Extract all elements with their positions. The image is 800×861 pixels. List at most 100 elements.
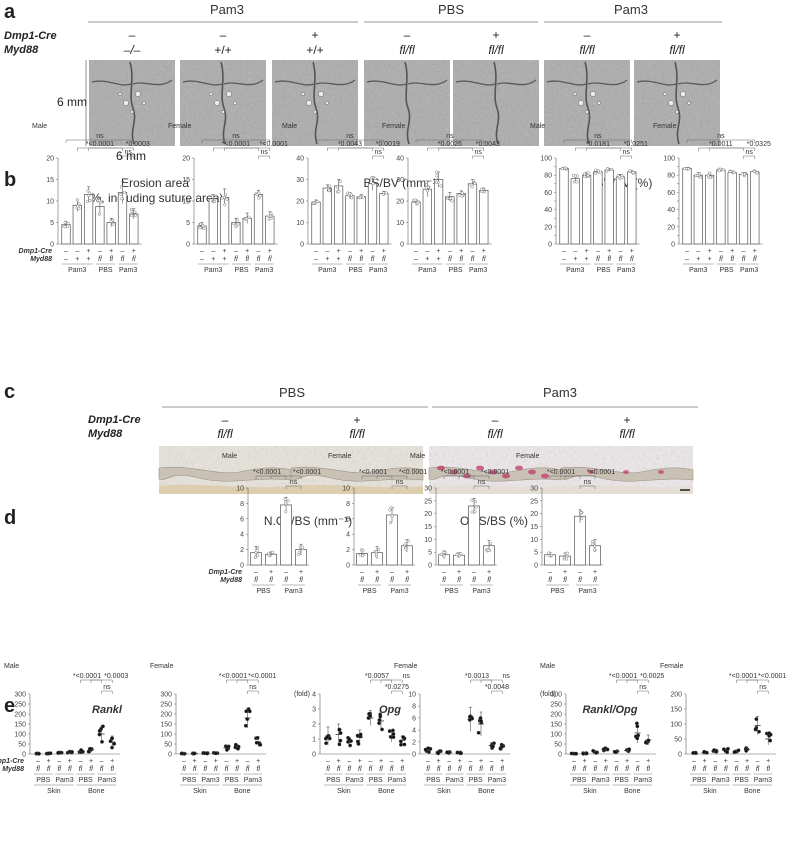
myd88-value: fl: [607, 256, 611, 263]
myd88-value: fl: [193, 766, 197, 773]
data-point: [404, 547, 408, 551]
sig-bracket: [236, 679, 259, 683]
data-point: [401, 735, 406, 739]
erosion-pit: [313, 110, 317, 114]
myd88-value: fl: [713, 766, 717, 773]
data-point: [436, 751, 441, 756]
coronal-suture-left: [274, 80, 315, 86]
super-group-label: Skin: [583, 788, 597, 795]
erosion-pit: [306, 100, 312, 106]
row-label-cre: Dmp1-Cre: [209, 569, 243, 576]
y-tick-label: 40: [296, 156, 304, 163]
myd88-value: fl: [110, 766, 114, 773]
data-point: [337, 189, 341, 193]
cre-value: +: [766, 758, 770, 765]
myd88-value: fl: [284, 577, 288, 584]
myd88-value: fl: [578, 577, 582, 584]
y-tick-label: 6: [240, 516, 244, 523]
myd88-value: fl: [400, 766, 404, 773]
data-point: [596, 169, 600, 173]
sig-bracket: [391, 485, 408, 489]
data-point: [120, 197, 124, 201]
super-group-label: Skin: [337, 788, 351, 795]
a-myd88-value: fl/fl: [488, 43, 504, 57]
bar: [627, 171, 637, 245]
sig-bracket: [564, 475, 596, 479]
c-genotype-columns: –fl/fl+fl/fl–fl/fl+fl/fl: [217, 413, 635, 441]
data-point: [708, 171, 712, 175]
bar: [574, 515, 586, 566]
y-tick-label: 150: [670, 707, 682, 714]
y-tick-label: 4: [412, 728, 416, 735]
sig-label: *<0.0001: [609, 673, 637, 680]
y-tick-label: 200: [160, 712, 172, 719]
data-point: [377, 718, 382, 722]
sig-bracket: [743, 155, 756, 159]
data-point: [97, 728, 102, 733]
data-point: [635, 736, 640, 741]
group-label: Pam3: [318, 267, 336, 274]
y-tick-label: 30: [424, 486, 432, 493]
a-header-pam3-left: Pam3: [210, 2, 244, 17]
bar: [704, 174, 715, 245]
y-tick-label: 10: [342, 486, 350, 493]
cre-value: +: [269, 569, 273, 576]
data-point: [236, 746, 240, 751]
cre-value: +: [337, 758, 341, 765]
sig-label: *<0.0001: [248, 673, 276, 680]
data-point: [702, 749, 707, 754]
cre-value: –: [234, 248, 238, 255]
histology-image: [428, 446, 562, 494]
data-point: [613, 750, 618, 754]
y-tick-label: 10: [396, 220, 404, 227]
data-point: [565, 551, 569, 555]
myd88-value: fl: [563, 577, 567, 584]
data-point: [256, 546, 260, 550]
sig-label: ns: [759, 684, 767, 691]
erosion-pit: [597, 101, 601, 105]
group-label: Pam3: [119, 267, 137, 274]
group-label: Pam3: [634, 777, 652, 784]
myd88-value: +: [75, 256, 79, 263]
trap-stain: [588, 470, 594, 474]
data-point: [271, 550, 275, 554]
a-cre-value: +: [492, 28, 499, 42]
erosion-pit: [209, 92, 213, 96]
data-point: [361, 549, 365, 553]
c-row-label-myd88: Myd88: [88, 428, 123, 440]
a-row-label-myd88: Myd88: [4, 44, 39, 56]
data-point: [244, 709, 249, 714]
super-group-label: Bone: [378, 788, 394, 795]
coronal-suture-right: [407, 79, 448, 86]
y-tick-label: 0: [412, 752, 416, 759]
bar: [422, 188, 432, 245]
sex-label: Male: [530, 123, 545, 130]
myd88-value: fl: [572, 766, 576, 773]
data-point: [225, 748, 229, 752]
y-tick-label: 50: [554, 742, 562, 749]
data-point: [489, 542, 493, 546]
a-header-pbs: PBS: [438, 2, 464, 17]
data-point: [757, 729, 761, 734]
data-point: [593, 544, 597, 548]
data-point: [404, 542, 408, 546]
cre-value: +: [359, 248, 363, 255]
chart-title: Opg: [379, 704, 401, 716]
sex-label: Male: [410, 453, 425, 460]
y-tick-label: 10: [182, 199, 190, 206]
bar: [593, 171, 603, 245]
erosion-pit: [318, 91, 324, 97]
data-point: [86, 189, 90, 193]
data-point: [374, 552, 378, 556]
c-row-label-cre: Dmp1-Cre: [88, 414, 141, 426]
y-tick-label: 80: [544, 173, 552, 180]
data-point: [348, 192, 352, 196]
data-point: [233, 742, 238, 747]
data-point: [726, 746, 730, 751]
data-point: [257, 196, 261, 200]
data-point: [130, 214, 134, 218]
group-label: Pam3: [617, 267, 635, 274]
cre-value: –: [371, 248, 375, 255]
data-point: [768, 732, 773, 737]
